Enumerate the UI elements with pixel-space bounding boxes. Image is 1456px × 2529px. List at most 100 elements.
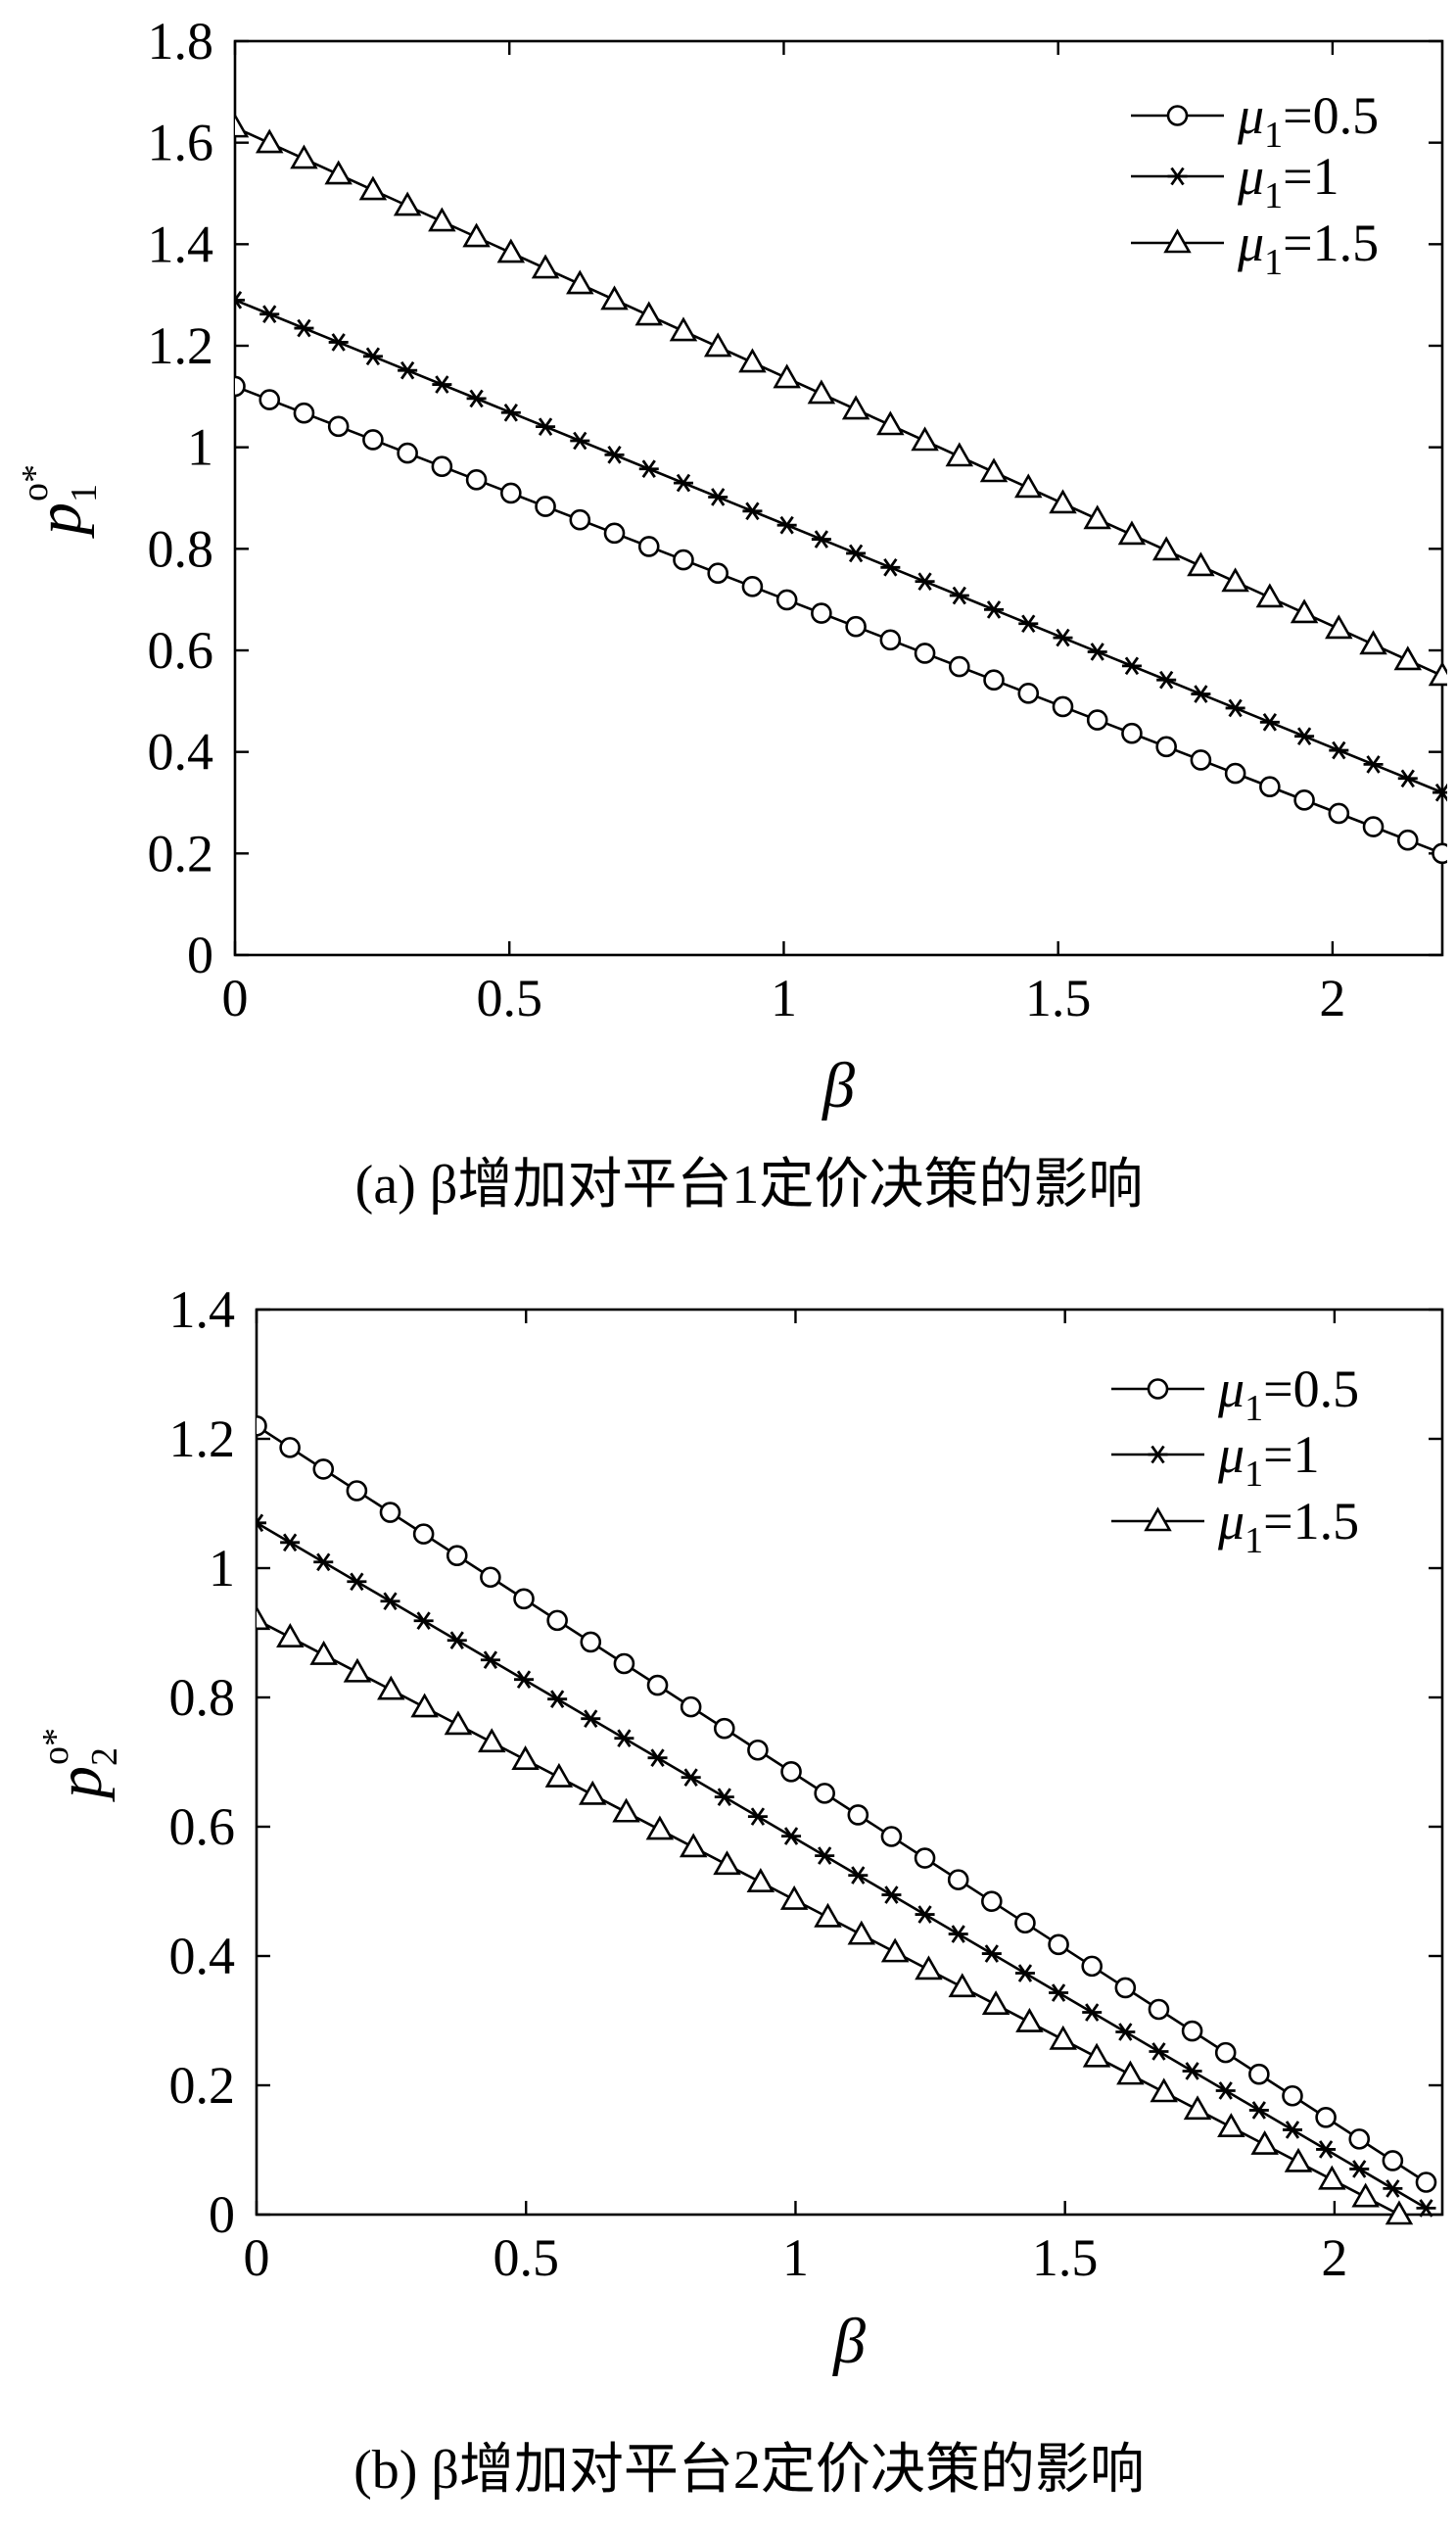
data-point [915,1955,943,1980]
data-point [1114,1977,1137,1999]
data-point [324,160,352,185]
legend: μ1=0.5μ1=1μ1=1.5 [1131,86,1379,283]
data-point [1383,2179,1403,2198]
legend-label-rest: =0.5 [1263,1360,1359,1418]
data-point [1116,2060,1145,2085]
legend-label: μ1=0.5 [1237,86,1379,156]
data-point [379,1502,401,1523]
data-point [603,522,626,545]
x-tick-label: 1 [782,2228,809,2287]
data-point [1221,567,1249,593]
data-point [881,1885,902,1904]
data-point [1315,2107,1337,2128]
data-point [948,1973,977,1998]
legend-label-sub: 1 [1245,1388,1263,1429]
data-point [811,530,831,549]
data-point [1081,1955,1104,1978]
data-point [1393,645,1423,671]
legend-item: μ1=0.5 [1131,86,1379,156]
data-point [547,1690,568,1709]
data-point [914,1847,936,1869]
y-tick-label: 1 [187,418,213,477]
data-point [679,1833,708,1858]
data-point [1082,2042,1111,2068]
y-axis-label: p1 o* [15,464,105,539]
data-point [569,508,591,531]
data-point [1432,842,1447,865]
data-point [1151,536,1181,561]
data-point [707,562,729,585]
legend-label-base: μ [1217,1425,1245,1484]
data-point [911,426,939,452]
y-tick-label: 0.2 [148,824,214,883]
plot-frame [255,1308,1444,2217]
x-tick-label: 0.5 [493,2228,559,2287]
data-point [747,1739,769,1761]
data-point [578,1780,607,1805]
data-point [328,333,349,352]
data-point [235,291,245,310]
data-point [847,1920,876,1945]
data-point [880,1937,910,1963]
data-point [465,469,488,491]
data-point [1149,2042,1169,2061]
legend-label-rest: =1 [1283,147,1339,206]
data-point [1082,2003,1103,2022]
data-point [1349,2160,1370,2178]
data-point [600,285,629,310]
y-tick-label: 0.8 [148,519,214,578]
data-point [1121,656,1142,676]
legend-label: μ1=0.5 [1217,1360,1359,1429]
figure-caption: (a) β增加对平台1定价决策的影响 [355,1155,1144,1216]
data-point [1348,2128,1371,2150]
data-point [362,347,383,366]
data-point [1087,643,1107,661]
x-tick-label: 1.5 [1025,969,1092,1027]
y-tick-label: 0.6 [148,621,214,680]
data-point [259,305,280,324]
data-point [775,589,798,611]
data-point [280,1533,301,1552]
legend-label-sub: 1 [1264,242,1283,283]
data-point [811,602,832,624]
legend-item: μ1=0.5 [1111,1360,1359,1429]
legend-label-base: μ [1237,147,1264,206]
legend: μ1=0.5μ1=1μ1=1.5 [1111,1360,1359,1561]
x-tick-label: 2 [1321,2228,1347,2287]
legend-label-base: μ [1237,86,1264,145]
data-point [1148,1998,1170,2021]
data-point [410,1693,439,1718]
data-point [915,572,935,591]
data-point [612,1797,640,1823]
data-point [566,269,594,295]
data-point [1053,628,1073,647]
data-point [1049,1983,1069,2002]
x-tick-label: 1 [771,969,797,1027]
data-point [1018,614,1039,634]
data-point [377,1675,405,1700]
y-tick-label: 0 [187,926,213,984]
data-point [1282,2084,1303,2107]
y-tick-label: 1 [209,1539,235,1598]
x-tick-label: 1.5 [1032,2228,1099,2287]
data-point [876,410,905,436]
x-tick-label: 0.5 [476,969,542,1027]
data-point [444,1710,473,1736]
data-point [235,113,250,138]
data-point [948,655,970,678]
data-point [1014,473,1043,499]
data-point [738,348,767,373]
data-point [949,586,969,605]
data-point [1183,2095,1212,2121]
data-point [1083,504,1111,530]
data-point [362,429,384,451]
legend-marker [1166,105,1189,126]
data-point [983,669,1005,692]
data-point [1215,2081,1236,2100]
y-tick-label: 1.2 [148,316,214,375]
legend-label-rest: =1 [1263,1425,1319,1484]
data-point [1259,712,1280,732]
data-point [257,1415,267,1437]
data-point [1048,1933,1069,1956]
data-point [681,1768,701,1787]
